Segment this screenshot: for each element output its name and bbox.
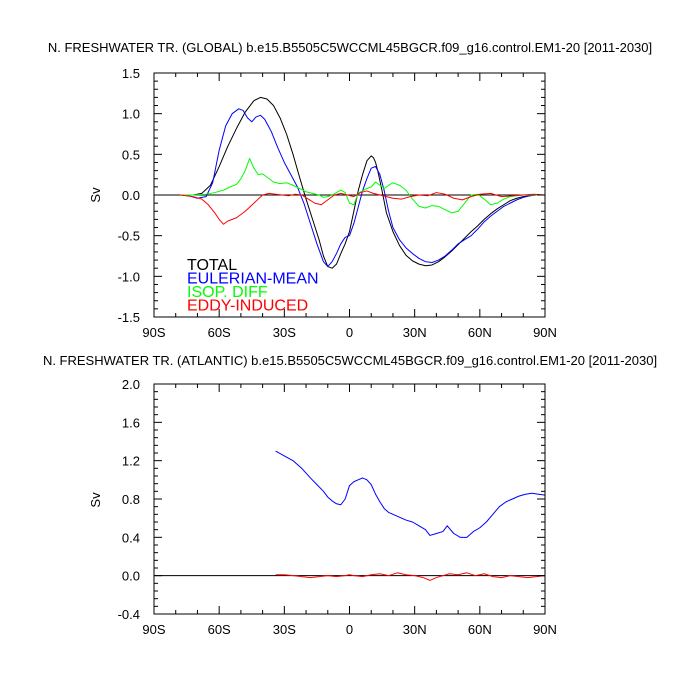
atlantic-y-tick-label: 1.6 [122,415,140,430]
global-series-line-eddy-induced [180,190,546,225]
atlantic-series-line-1 [275,572,546,581]
global-y-tick-label: -1.5 [118,310,140,325]
global-axes: 90S 60S 30S 0 30N 60N 90N -1.5 -1.0 -0.5 0.0 0.5 1.0… [118,66,557,340]
atlantic-x-tick-label: 30S [273,622,296,637]
atlantic-x-tick-label: 90N [533,622,557,637]
global-x-tick-label: 60N [468,325,492,340]
global-y-tick-label: -0.5 [118,229,140,244]
global-y-tick-label: 1.5 [122,66,140,81]
atlantic-series-line-0 [275,450,546,538]
global-series-line-total [180,96,545,269]
global-chart: N. FRESHWATER TR. (GLOBAL) b.e15.B5505C5… [48,40,652,340]
global-series-line-eulerian-mean [180,108,545,268]
atlantic-x-tick-label: 60N [468,622,492,637]
global-y-tick-label: 0.5 [122,147,140,162]
global-series-line-isop-diff [180,157,545,214]
global-legend-label: EDDY-INDUCED [187,298,308,315]
global-chart-title: N. FRESHWATER TR. (GLOBAL) b.e15.B5505C5… [48,40,652,55]
global-x-tick-label: 90N [533,325,557,340]
atlantic-y-tick-label: 1.2 [122,454,140,469]
atlantic-series-group [275,450,546,581]
atlantic-x-tick-label: 90S [142,622,165,637]
atlantic-y-tick-label: 0.8 [122,492,140,507]
global-legend-label: TOTAL [187,257,237,274]
atlantic-y-tick-label: -0.4 [118,607,140,622]
global-x-tick-label: 0 [346,325,353,340]
atlantic-y-tick-label: 2.0 [122,377,140,392]
global-x-tick-label: 60S [208,325,231,340]
atlantic-y-axis-label: Sv [88,492,103,508]
atlantic-chart: N. FRESHWATER TR. (ATLANTIC) b.e15.B5505… [43,353,657,637]
atlantic-y-tick-label: 0.4 [122,530,140,545]
atlantic-chart-title: N. FRESHWATER TR. (ATLANTIC) b.e15.B5505… [43,353,657,368]
global-y-tick-label: 1.0 [122,107,140,122]
global-y-axis-label: Sv [88,187,103,203]
global-x-tick-label: 90S [142,325,165,340]
atlantic-y-tick-label: 0.0 [122,569,140,584]
atlantic-x-tick-label: 0 [346,622,353,637]
global-legend-label: ISOP. DIFF [187,284,268,301]
global-y-tick-label: -1.0 [118,269,140,284]
global-series-group [180,96,546,269]
atlantic-axes: 90S 60S 30S 0 30N 60N 90N -0.4 0.0 0.4 0.8 1.2 1.6 2.… [118,377,557,637]
global-y-tick-label: 0.0 [122,188,140,203]
atlantic-plot-frame [153,383,546,615]
global-x-tick-label: 30N [403,325,427,340]
atlantic-x-tick-label: 30N [403,622,427,637]
global-legend-label: EULERIAN-MEAN [187,271,319,288]
global-x-tick-label: 30S [273,325,296,340]
atlantic-x-tick-label: 60S [208,622,231,637]
